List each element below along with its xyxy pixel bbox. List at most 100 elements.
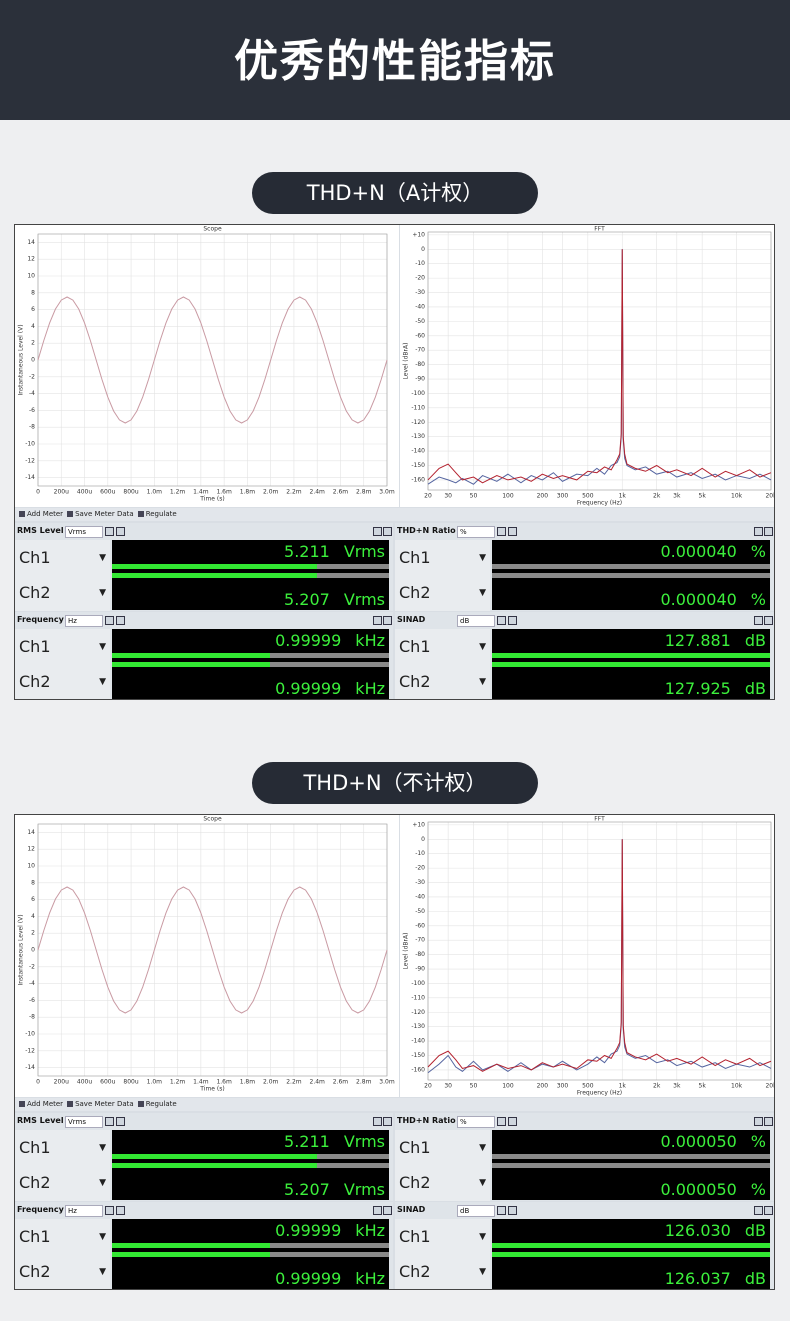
scope-chart: Scope 14 12 10 8 6 4 2 0 -2 -4 -6 -8 -10 -12 -14 0 200u 40…: [15, 225, 399, 507]
icon-button[interactable]: [105, 616, 114, 625]
icon-button[interactable]: [497, 616, 506, 625]
unit-select[interactable]: %: [457, 1116, 495, 1128]
reading-value: 127.881: [664, 631, 731, 650]
x-tick-label: 3k: [673, 493, 681, 500]
toolbar-button[interactable]: Add Meter: [19, 510, 63, 518]
icon-button[interactable]: [497, 1206, 506, 1215]
channel-name: Ch2: [399, 1173, 431, 1192]
icon-button[interactable]: [116, 527, 125, 536]
icon-button[interactable]: [508, 1117, 517, 1126]
reading-unit: Vrms: [343, 542, 385, 561]
toolbar-label: Add Meter: [27, 510, 64, 518]
reading-unit: kHz: [355, 679, 385, 698]
x-tick-label: 2.8m: [356, 489, 372, 496]
unit-select[interactable]: Hz: [65, 1205, 103, 1217]
toolbar-button[interactable]: Regulate: [137, 1100, 177, 1108]
y-tick-label: -60: [415, 922, 425, 929]
y-tick-label: +10: [412, 231, 425, 238]
y-tick-label: -40: [415, 893, 425, 900]
meter-name: RMS Level: [17, 526, 64, 535]
channel-label: Ch2 ▼: [15, 1254, 110, 1289]
icon-button[interactable]: [383, 1117, 392, 1126]
icon-button[interactable]: [508, 1206, 517, 1215]
meter-reading: 5.207 Vrms: [284, 1180, 385, 1200]
level-bar-fill: [112, 662, 270, 667]
channel-label: Ch2 ▼: [395, 575, 490, 611]
reading-value: 5.207: [284, 1180, 330, 1199]
icon-button[interactable]: [508, 527, 517, 536]
icon-button[interactable]: [373, 527, 382, 536]
x-tick-label: 1k: [619, 493, 627, 500]
plot-frame: [427, 821, 772, 1081]
icon-button[interactable]: [764, 527, 773, 536]
icon-button[interactable]: [754, 527, 763, 536]
x-tick-label: 2.6m: [333, 489, 349, 496]
channel-label: Ch1 ▼: [15, 1219, 110, 1255]
unit-select[interactable]: Hz: [65, 615, 103, 627]
icon-button[interactable]: [373, 1117, 382, 1126]
channel-name: Ch1: [19, 637, 51, 656]
chart-bg: [400, 815, 774, 1097]
icon-button[interactable]: [105, 1206, 114, 1215]
y-tick-label: -60: [415, 332, 425, 339]
scope-chart: Scope 14 12 10 8 6 4 2 0 -2 -4 -6 -8 -10 -12 -14 0 200u 40…: [15, 815, 399, 1097]
icon-button[interactable]: [373, 616, 382, 625]
icon-button[interactable]: [116, 1206, 125, 1215]
icon-button[interactable]: [116, 1117, 125, 1126]
y-tick-label: -4: [29, 980, 35, 987]
icon-button[interactable]: [383, 527, 392, 536]
x-tick-label: 600u: [100, 489, 115, 496]
level-bar: [492, 662, 770, 667]
level-bar: [112, 1252, 389, 1257]
icon-button[interactable]: [105, 527, 114, 536]
y-tick-label: -2: [29, 373, 35, 380]
channel-name: Ch1: [399, 1227, 431, 1246]
icon-button[interactable]: [497, 527, 506, 536]
y-axis-label: Instantaneous Level (V): [18, 914, 25, 985]
dropdown-arrow: ▼: [479, 1267, 486, 1277]
y-tick-label: -40: [415, 303, 425, 310]
x-tick-label: 20: [424, 1083, 432, 1090]
unit-select[interactable]: dB: [457, 1205, 495, 1217]
toolbar-button[interactable]: Regulate: [137, 510, 177, 518]
unit-select[interactable]: Vrms: [65, 1116, 103, 1128]
channel-label: Ch2 ▼: [15, 664, 110, 699]
meter-reading: 0.000040%: [660, 542, 766, 562]
unit-select[interactable]: dB: [457, 615, 495, 627]
toolbar-button[interactable]: Save Meter Data: [67, 1100, 134, 1108]
icon-button[interactable]: [754, 1206, 763, 1215]
unit-select[interactable]: %: [457, 526, 495, 538]
reading-unit: dB: [744, 631, 766, 650]
icon-button[interactable]: [497, 1117, 506, 1126]
toolbar-label: Regulate: [145, 510, 177, 518]
icon-button[interactable]: [754, 1117, 763, 1126]
meter-header: SINAD dB: [395, 1202, 774, 1218]
icon-button[interactable]: [764, 616, 773, 625]
icon-button[interactable]: [508, 616, 517, 625]
x-tick-label: 2.8m: [356, 1079, 372, 1086]
icon-button[interactable]: [764, 1117, 773, 1126]
chart-title: Scope: [203, 226, 222, 233]
x-tick-label: 300: [557, 1083, 569, 1090]
icon-button[interactable]: [116, 616, 125, 625]
y-tick-label: -6: [29, 997, 35, 1004]
icon-button[interactable]: [383, 616, 392, 625]
icon-button[interactable]: [105, 1117, 114, 1126]
icon-button[interactable]: [383, 1206, 392, 1215]
x-tick-label: 20k: [765, 1083, 774, 1090]
toolbar-button[interactable]: Save Meter Data: [67, 510, 134, 518]
level-bar-fill: [492, 1252, 770, 1257]
y-axis-label: Level (dBrA): [403, 933, 410, 970]
reading-value: 0.000040: [660, 542, 737, 561]
reading-unit: kHz: [355, 631, 385, 650]
icon-button[interactable]: [754, 616, 763, 625]
toolbar-button[interactable]: Add Meter: [19, 1100, 63, 1108]
icon-button[interactable]: [373, 1206, 382, 1215]
fft-chart: FFT +10 0 -10 -20 -30 -40 -50 -60 -70 -80 -90 -100 -1…: [400, 815, 774, 1097]
icon-button[interactable]: [764, 1206, 773, 1215]
unit-select[interactable]: Vrms: [65, 526, 103, 538]
reading-unit: dB: [744, 679, 766, 698]
y-tick-label: -10: [25, 441, 35, 448]
x-tick-label: 3.0m: [379, 1079, 395, 1086]
meter-panel: SINAD dB Ch1 ▼ Ch2 ▼ 127.881 dB 127.925 dB: [395, 612, 774, 699]
